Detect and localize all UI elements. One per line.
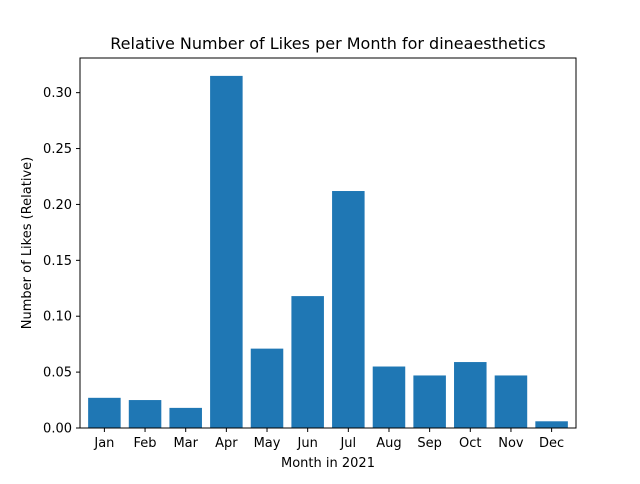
bar-jan: [88, 397, 121, 428]
bar-mar: [169, 407, 202, 428]
x-tick-label: Dec: [539, 436, 564, 451]
x-axis-ticks: Jan Feb Mar Apr May Jun Jul Aug Sep Oct Nov Dec: [93, 428, 564, 451]
bar-feb: [128, 400, 162, 428]
chart-title: Relative Number of Likes per Month for d…: [110, 34, 545, 53]
y-tick-label: 0.05: [43, 366, 72, 381]
y-axis-label: Number of Likes (Relative): [20, 157, 35, 329]
bar-apr: [210, 75, 243, 428]
bar-jun: [291, 296, 324, 428]
x-tick-label: Aug: [376, 436, 401, 451]
bar-sep: [413, 375, 446, 428]
x-tick-label: Oct: [459, 436, 481, 451]
x-tick-label: Jan: [93, 436, 114, 451]
bar-aug: [372, 366, 406, 428]
x-tick-label: Mar: [173, 436, 198, 451]
x-tick-label: May: [254, 436, 281, 451]
y-axis-ticks: 0.00 0.05 0.10 0.15 0.20 0.25 0.30: [43, 86, 80, 437]
bar-nov: [494, 375, 528, 428]
x-tick-label: Nov: [498, 436, 524, 451]
x-tick-label: Jul: [339, 436, 356, 451]
x-tick-label: Jun: [297, 436, 318, 451]
x-tick-label: Apr: [215, 436, 238, 451]
bars: [88, 75, 568, 428]
bar-jul: [332, 191, 365, 428]
y-tick-label: 0.00: [43, 422, 72, 437]
y-tick-label: 0.30: [43, 86, 72, 101]
y-tick-label: 0.15: [43, 254, 72, 269]
bar-may: [250, 348, 284, 428]
x-axis-label: Month in 2021: [281, 456, 375, 471]
x-tick-label: Feb: [134, 436, 157, 451]
y-tick-label: 0.20: [43, 198, 72, 213]
bar-oct: [454, 362, 487, 428]
bar-dec: [535, 421, 568, 428]
y-tick-label: 0.25: [43, 142, 72, 157]
x-tick-label: Sep: [417, 436, 442, 451]
y-tick-label: 0.10: [43, 310, 72, 325]
plot-frame: [79, 57, 577, 429]
